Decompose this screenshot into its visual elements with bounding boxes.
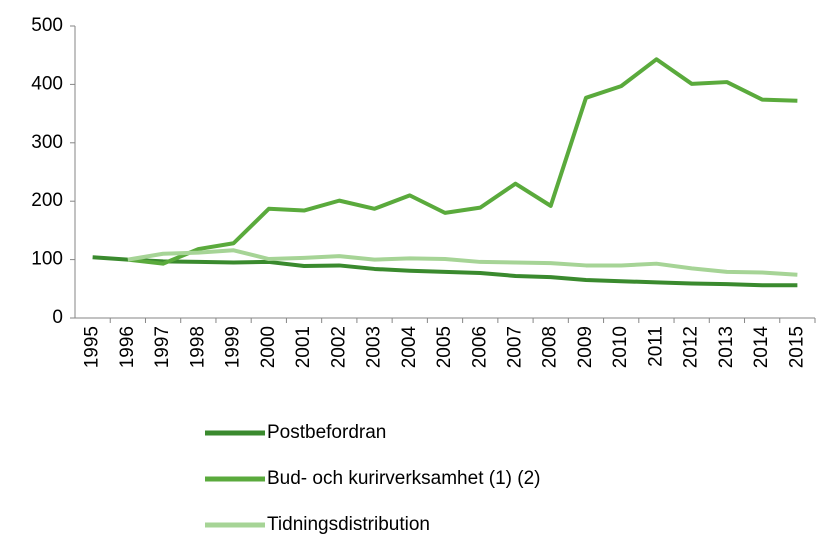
x-tick-label: 2003 xyxy=(364,326,385,368)
y-tick-label: 300 xyxy=(31,132,63,153)
legend-label: Postbefordran xyxy=(267,422,386,443)
x-tick-label: 1996 xyxy=(117,326,138,368)
x-tick-label: 2011 xyxy=(645,326,666,367)
y-tick-label: 0 xyxy=(52,307,63,328)
x-tick-label: 2006 xyxy=(469,326,490,368)
x-tick-label: 2010 xyxy=(610,326,631,368)
x-tick-label: 2005 xyxy=(434,326,455,368)
x-tick-label: 1995 xyxy=(82,326,103,368)
x-tick-label: 1998 xyxy=(187,326,208,368)
y-tick-label: 500 xyxy=(31,15,63,36)
y-tick-label: 100 xyxy=(31,249,63,270)
x-tick-label: 2015 xyxy=(786,326,807,368)
y-tick-label: 200 xyxy=(31,190,63,211)
x-tick-label: 2012 xyxy=(681,326,702,368)
x-tick-label: 1997 xyxy=(152,326,173,368)
legend-label: Tidningsdistribution xyxy=(267,514,430,535)
x-tick-label: 2007 xyxy=(504,326,525,368)
x-tick-label: 2002 xyxy=(328,326,349,368)
x-tick-label: 2014 xyxy=(751,326,772,369)
line-series xyxy=(127,57,798,266)
legend-label: Bud- och kurirverksamhet (1) (2) xyxy=(267,468,540,489)
line-series xyxy=(127,248,798,277)
x-tick-label: 2013 xyxy=(716,326,737,368)
line-series xyxy=(92,255,798,288)
x-tick-label: 2004 xyxy=(399,326,420,369)
x-tick-label: 2001 xyxy=(293,326,314,368)
y-tick-label: 400 xyxy=(31,73,63,94)
x-tick-label: 2008 xyxy=(540,326,561,368)
x-tick-label: 2009 xyxy=(575,326,596,368)
x-tick-label: 1999 xyxy=(223,326,244,368)
x-tick-label: 2000 xyxy=(258,326,279,368)
